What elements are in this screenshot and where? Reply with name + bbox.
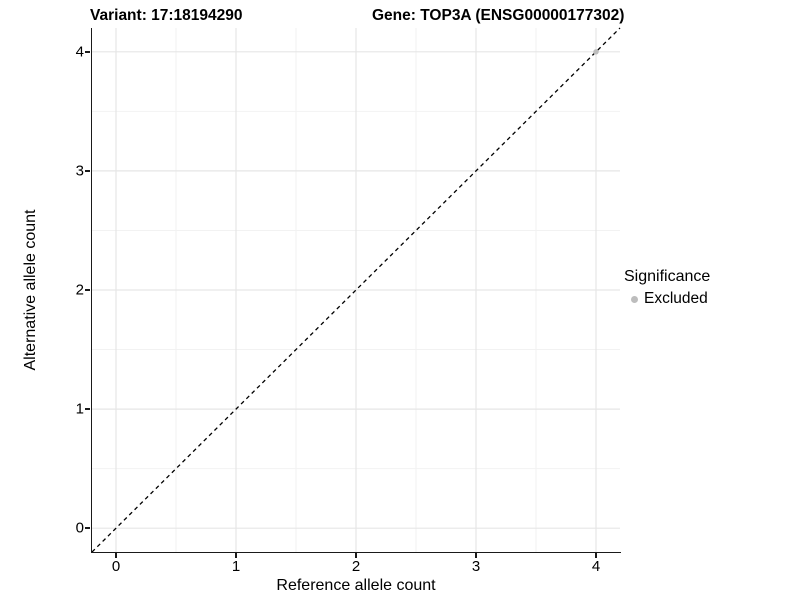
legend-key [624,289,644,309]
legend-item-label: Excluded [644,290,708,307]
x-tick-mark [235,553,237,558]
x-tick-mark [115,553,117,558]
legend-item-excluded: Excluded [624,289,710,309]
y-axis-title: Alternative allele count [22,209,39,371]
x-axis-line [90,551,621,554]
excluded-point-icon [630,295,638,303]
legend-title: Significance [624,268,711,285]
data-point-excluded [593,49,599,55]
y-tick-mark [85,408,90,410]
y-tick-label: 2 [75,281,84,299]
gene-title: Gene: TOP3A (ENSG00000177302) [372,7,625,24]
y-tick-label: 1 [75,400,84,418]
plot-panel [91,27,621,553]
x-tick-label: 0 [111,558,121,575]
x-tick-label: 1 [231,558,241,575]
x-tick-mark [595,553,597,558]
x-tick-label: 4 [591,558,601,575]
plot-area [91,27,621,553]
y-tick-label: 3 [75,162,84,180]
variant-title: Variant: 17:18194290 [90,7,243,24]
y-tick-label: 4 [75,43,84,61]
x-tick-mark [475,553,477,558]
x-tick-mark [355,553,357,558]
x-tick-label: 3 [471,558,481,575]
y-axis-line [90,28,93,553]
y-tick-mark [85,51,90,53]
x-tick-label: 2 [351,558,361,575]
y-tick-mark [85,527,90,529]
x-axis-title: Reference allele count [276,577,436,594]
y-tick-mark [85,170,90,172]
identity-dashed-line [91,27,621,553]
y-tick-label: 0 [75,519,84,537]
y-tick-mark [85,289,90,291]
legend: Significance Excluded [624,268,710,309]
